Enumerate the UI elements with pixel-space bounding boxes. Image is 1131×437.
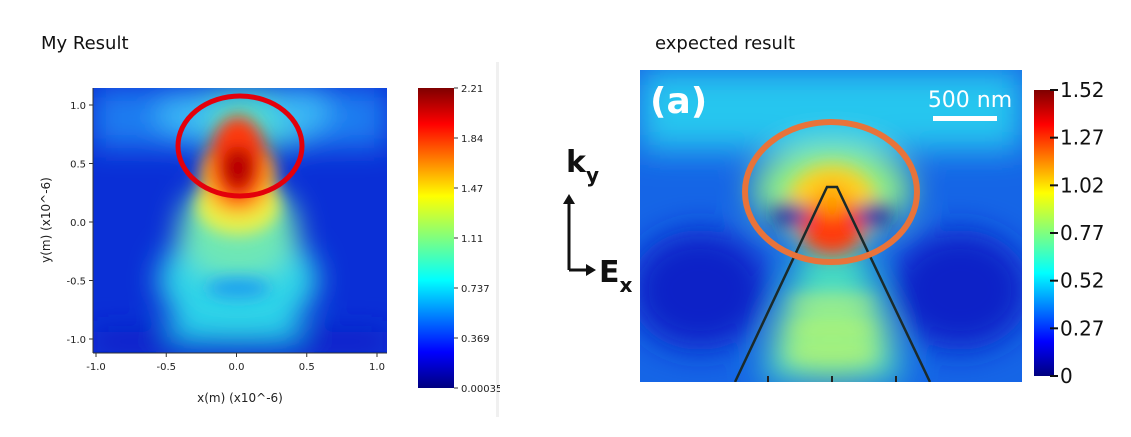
left-x-tick-label: -1.0 [86, 362, 106, 373]
left-y-tick-label: 0.0 [70, 218, 86, 229]
right-colorbar-ticks: 1.52 1.27 1.02 0.77 0.52 0.27 0 [1050, 78, 1105, 388]
svg-text:ky: ky [566, 145, 599, 187]
right-colorbar-tick-label: 1.02 [1060, 173, 1105, 197]
left-y-axis-label: y(m) (x10^-6) [39, 177, 53, 263]
left-x-tick-label: 1.0 [369, 362, 385, 373]
left-colorbar-tick-label: 1.84 [461, 134, 483, 145]
left-colorbar-tick-label: 1.11 [461, 234, 483, 245]
left-x-tick-label: 0.0 [229, 362, 245, 373]
left-heatmap-field [93, 88, 387, 353]
svg-text:Ex: Ex [599, 255, 633, 297]
left-y-tick-label: -1.0 [66, 335, 86, 346]
left-y-tick-label: 0.5 [70, 160, 86, 171]
right-colorbar-tick-label: 0.77 [1060, 221, 1105, 245]
right-colorbar-tick-label: 1.52 [1060, 78, 1105, 102]
left-colorbar-tick-label: 0.369 [461, 334, 490, 345]
panel-label: (a) [650, 81, 707, 122]
right-colorbar-tick-label: 0.52 [1060, 269, 1105, 293]
right-colorbar-tick-label: 0 [1060, 364, 1073, 388]
left-caption: My Result [41, 33, 129, 54]
k-subscript: y [586, 163, 599, 187]
left-colorbar-tick-label: 2.21 [461, 84, 483, 95]
left-colorbar-tick-label: 0.737 [461, 284, 490, 295]
right-highlight-circle [742, 119, 920, 265]
left-highlight-circle [175, 93, 305, 199]
scalebar-label: 500 nm [928, 88, 1012, 113]
right-caption: expected result [655, 33, 796, 54]
right-colorbar [1034, 90, 1054, 376]
e-subscript: x [620, 273, 633, 297]
field-axes-indicator: ky Ex [563, 145, 633, 297]
expected-result-chart: (a) 500 nm ky Ex 1.52 1.27 1.02 0.77 0.52 0.2… [563, 70, 1105, 388]
left-y-tick-label: -0.5 [66, 277, 86, 288]
left-colorbar-tick-label: 1.47 [461, 184, 483, 195]
k-label: k [566, 145, 587, 180]
e-label: E [599, 255, 620, 290]
left-x-tick-label: -0.5 [156, 362, 176, 373]
left-axis-ticks: -1.0 -0.5 0.0 0.5 1.0 1.0 0.5 0.0 -0.5 -1.0 [66, 101, 384, 373]
triangle-outline [733, 185, 932, 382]
left-y-tick-label: 1.0 [70, 101, 86, 112]
my-result-chart: -1.0 -0.5 0.0 0.5 1.0 1.0 0.5 0.0 -0.5 -1.0 x(m) … [39, 84, 500, 405]
right-colorbar-tick-label: 1.27 [1060, 126, 1105, 150]
left-x-tick-label: 0.5 [299, 362, 315, 373]
panel-divider [496, 62, 499, 417]
left-x-axis-label: x(m) (x10^-6) [197, 391, 283, 405]
scalebar [933, 116, 997, 121]
right-colorbar-tick-label: 0.27 [1060, 316, 1105, 340]
left-colorbar [418, 88, 454, 388]
left-colorbar-ticks: 2.21 1.84 1.47 1.11 0.737 0.369 0.00035 [454, 84, 500, 395]
left-colorbar-tick-label: 0.00035 [461, 384, 500, 395]
